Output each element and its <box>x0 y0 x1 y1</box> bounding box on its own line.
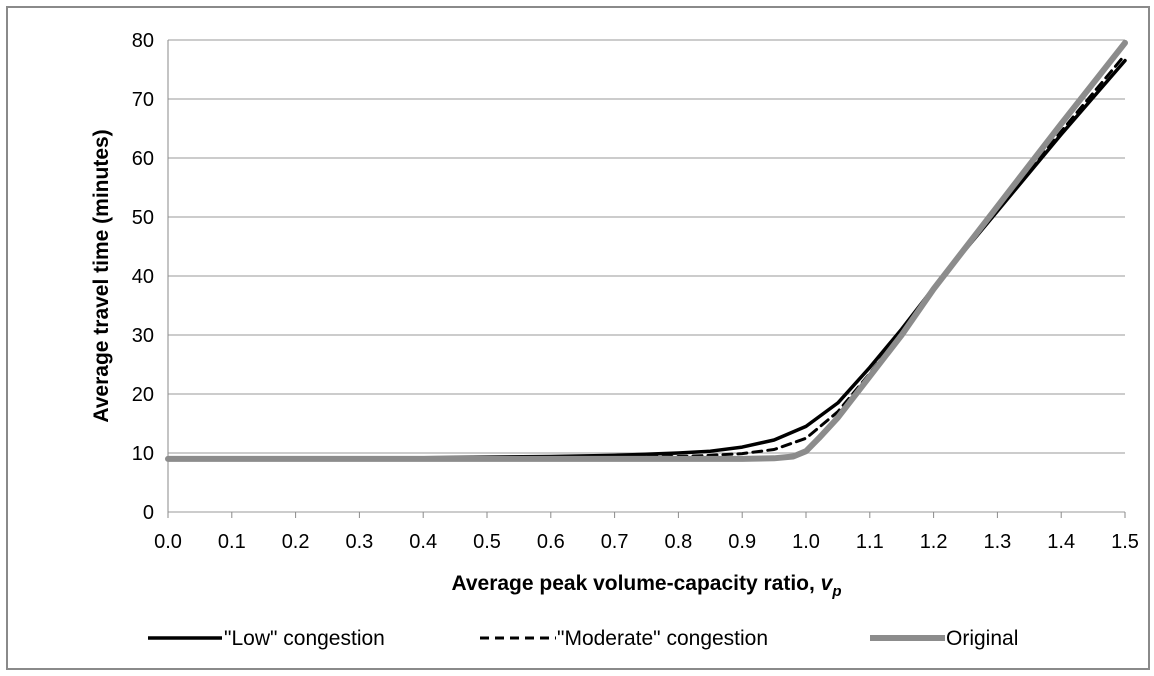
y-tick-label: 40 <box>132 266 154 288</box>
x-tick-label: 0.4 <box>409 531 437 553</box>
x-tick-label: 1.4 <box>1047 531 1075 553</box>
y-tick-label: 30 <box>132 325 154 347</box>
y-tick-label: 60 <box>132 148 154 170</box>
x-axis-title-variable: v <box>821 572 834 595</box>
legend-label-0: "Low" congestion <box>224 627 385 650</box>
series-line-2 <box>165 39 1128 462</box>
x-axis-title-text: Average peak volume-capacity ratio, <box>451 572 820 595</box>
y-tick-label: 20 <box>132 384 154 406</box>
x-tick-label: 1.2 <box>920 531 948 553</box>
x-tick-label: 0.2 <box>282 531 310 553</box>
chart-frame <box>6 6 1150 670</box>
x-tick-label: 0.8 <box>664 531 692 553</box>
y-tick-label: 10 <box>132 443 154 465</box>
x-tick-label: 0.3 <box>345 531 373 553</box>
x-tick-label: 1.0 <box>792 531 820 553</box>
x-tick-label: 1.1 <box>856 531 884 553</box>
y-tick-label: 80 <box>132 30 154 52</box>
x-tick-label: 0.7 <box>601 531 629 553</box>
x-axis-title: Average peak volume-capacity ratio, vp <box>451 572 841 600</box>
y-tick-label: 0 <box>143 502 154 524</box>
x-tick-label: 0.1 <box>218 531 246 553</box>
series-line-0 <box>166 58 1127 461</box>
series-line-1 <box>166 53 1127 461</box>
x-tick-label: 1.5 <box>1111 531 1139 553</box>
y-tick-label: 50 <box>132 207 154 229</box>
x-axis-title-subscript: p <box>831 583 841 600</box>
y-tick-label: 70 <box>132 89 154 111</box>
x-tick-label: 0.0 <box>154 531 182 553</box>
x-tick-label: 0.6 <box>537 531 565 553</box>
x-tick-label: 0.9 <box>728 531 756 553</box>
y-axis-title: Average travel time (minutes) <box>90 129 113 422</box>
x-tick-label: 0.5 <box>473 531 501 553</box>
x-tick-label: 1.3 <box>983 531 1011 553</box>
legend-label-2: Original <box>946 627 1018 650</box>
legend-label-1: "Moderate" congestion <box>557 627 768 650</box>
